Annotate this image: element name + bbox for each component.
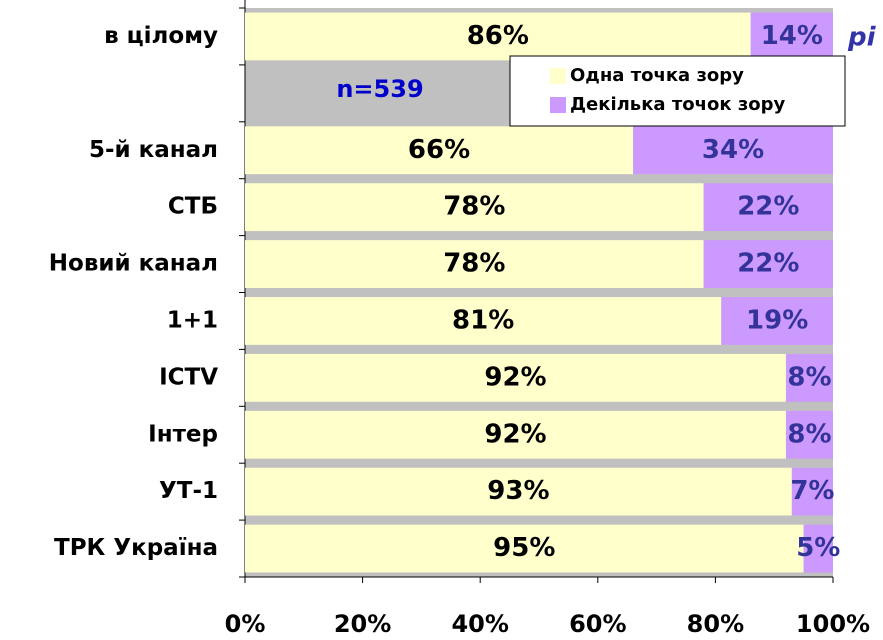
bar-segment — [245, 126, 634, 175]
x-tick-label: 20% — [334, 610, 391, 638]
x-tick-label: 60% — [569, 610, 626, 638]
y-tick-label: СТБ — [168, 194, 218, 220]
y-tick-label: УТ-1 — [159, 478, 218, 504]
bar-segment — [245, 240, 704, 288]
value-label: 86% — [467, 21, 529, 51]
value-label: 19% — [746, 305, 808, 335]
value-label: 92% — [484, 362, 546, 392]
value-label: 22% — [737, 192, 799, 222]
bar-segment — [703, 183, 833, 232]
bar-segment — [785, 353, 833, 402]
bar-segment — [245, 12, 751, 61]
bar-segment — [245, 297, 722, 345]
bar-segment — [703, 240, 833, 288]
y-tick-label: Інтер — [148, 421, 218, 447]
bar-segment — [245, 353, 786, 402]
legend-label: Одна точка зору — [570, 65, 744, 86]
legend-swatch — [550, 68, 566, 84]
y-tick-label: Новий канал — [49, 251, 218, 277]
bar-segment — [750, 12, 833, 61]
bar-segment — [791, 467, 833, 516]
value-label: 8% — [787, 362, 831, 392]
y-tick-label: 1+1 — [167, 307, 218, 333]
legend-label: Декілька точок зору — [570, 94, 786, 115]
value-label: 92% — [484, 419, 546, 449]
x-tick-label: 80% — [687, 610, 744, 638]
value-label: 22% — [737, 249, 799, 279]
bar-segment — [245, 467, 792, 516]
value-label: 5% — [796, 533, 840, 563]
value-label: 34% — [702, 135, 764, 165]
bar-segment — [785, 410, 833, 459]
legend-box — [509, 55, 846, 127]
value-label: 81% — [452, 305, 514, 335]
bar-segment — [245, 410, 786, 459]
value-label: 8% — [787, 419, 831, 449]
annotation: рі — [847, 23, 877, 53]
bar-segment — [245, 524, 804, 573]
annotation: n=539 — [336, 75, 423, 103]
legend-swatch — [550, 97, 566, 113]
value-label: 95% — [493, 533, 555, 563]
y-tick-label: ICTV — [159, 364, 218, 390]
bar-segment — [633, 126, 833, 175]
y-tick-label: ТРК Україна — [54, 535, 218, 561]
x-tick-label: 100% — [796, 610, 870, 638]
value-label: 93% — [487, 476, 549, 506]
y-tick-label: 5-й канал — [89, 137, 218, 163]
bar-segment — [803, 524, 833, 573]
value-label: 78% — [443, 249, 505, 279]
value-label: 66% — [408, 135, 470, 165]
bar-segment — [245, 183, 704, 232]
x-tick-label: 40% — [451, 610, 508, 638]
value-label: 78% — [443, 192, 505, 222]
value-label: 14% — [761, 21, 823, 51]
bar-segment — [721, 297, 833, 345]
value-label: 7% — [790, 476, 834, 506]
y-tick-label: в цілому — [104, 23, 218, 49]
x-tick-label: 0% — [225, 610, 266, 638]
